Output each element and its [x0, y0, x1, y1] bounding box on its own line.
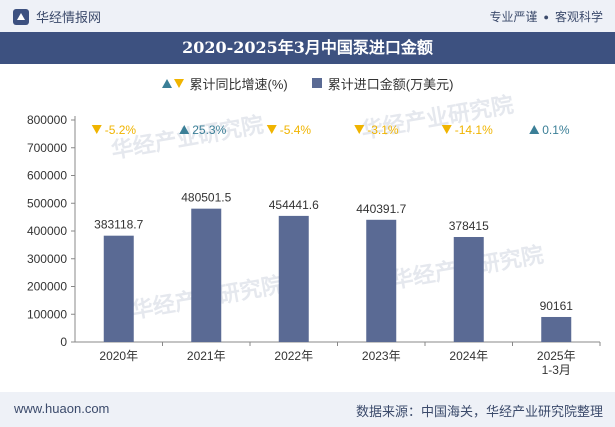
bar: [453, 236, 484, 342]
brand-name: 华经情报网: [36, 10, 102, 25]
growth-down-icon: [441, 125, 452, 134]
footer-website: www.huaon.com: [14, 401, 110, 416]
y-tick-label: 0: [60, 335, 67, 349]
y-tick-label: 600000: [27, 169, 67, 183]
y-tick-label: 200000: [27, 280, 67, 294]
x-tick-label: 2025年: [537, 349, 576, 363]
triangle-up-icon: [161, 78, 172, 88]
legend-amount-label: 累计进口金额(万美元): [327, 76, 454, 92]
y-tick-label: 400000: [27, 224, 67, 238]
growth-up-icon: [179, 125, 190, 134]
y-tick-label: 300000: [27, 252, 67, 266]
x-tick-label: 1-3月: [542, 363, 571, 377]
x-tick-label: 2021年: [187, 349, 226, 363]
y-tick-label: 500000: [27, 196, 67, 210]
bar-value-label: 440391.7: [356, 202, 406, 216]
bar: [278, 215, 309, 342]
growth-up-icon: [529, 125, 540, 134]
y-tick-label: 700000: [27, 141, 67, 155]
chart-title: 2020-2025年3月中国泵进口金额: [0, 32, 615, 64]
growth-label: -5.4%: [280, 123, 312, 137]
growth-label: -14.1%: [455, 123, 493, 137]
growth-label: 0.1%: [542, 123, 570, 137]
x-tick-label: 2023年: [362, 349, 401, 363]
bar-value-label: 378415: [449, 219, 489, 233]
growth-label: 25.3%: [192, 123, 226, 137]
bar-chart: 0 100000 200000 300000 400000 500000 600000 700…: [27, 113, 601, 377]
tagline-dot-icon: ●: [543, 11, 549, 22]
bar: [366, 219, 397, 342]
legend-amount: 累计进口金额(万美元): [311, 74, 454, 93]
bar: [541, 316, 572, 342]
y-tick-label: 100000: [27, 307, 67, 321]
brand: 华经情报网: [12, 7, 101, 26]
legend-growth: 累计同比增速(%): [161, 74, 288, 93]
bar: [191, 208, 222, 342]
growth-label: -5.2%: [105, 123, 137, 137]
x-tick-label: 2022年: [274, 349, 313, 363]
brand-logo-icon: [13, 8, 29, 25]
chart-legend: 累计同比增速(%) 累计进口金额(万美元): [0, 72, 615, 94]
growth-down-icon: [354, 125, 365, 134]
footer-source: 数据来源：中国海关，华经产业研究院整理: [355, 404, 603, 419]
y-tick-label: 800000: [27, 113, 67, 127]
x-tick-label: 2024年: [449, 349, 488, 363]
bar-value-label: 454441.6: [269, 198, 319, 212]
growth-down-icon: [266, 125, 277, 134]
tagline-left: 专业严谨: [489, 10, 538, 24]
x-tick-label: 2020年: [99, 349, 138, 363]
tagline-right: 客观科学: [554, 10, 603, 24]
footer: www.huaon.com 数据来源：中国海关，华经产业研究院整理: [0, 392, 615, 427]
growth-down-icon: [91, 125, 102, 134]
growth-label: -3.1%: [367, 123, 399, 137]
triangle-down-icon: [173, 78, 184, 88]
bar-value-label: 480501.5: [181, 191, 231, 205]
bar: [103, 235, 134, 342]
bar-swatch-icon: [311, 78, 322, 88]
bar-value-label: 383118.7: [94, 218, 143, 232]
bar-value-label: 90161: [540, 299, 574, 313]
legend-growth-label: 累计同比增速(%): [189, 76, 288, 92]
tagline: 专业严谨 ● 客观科学: [490, 8, 603, 25]
top-banner: 华经情报网 专业严谨 ● 客观科学: [0, 0, 615, 32]
